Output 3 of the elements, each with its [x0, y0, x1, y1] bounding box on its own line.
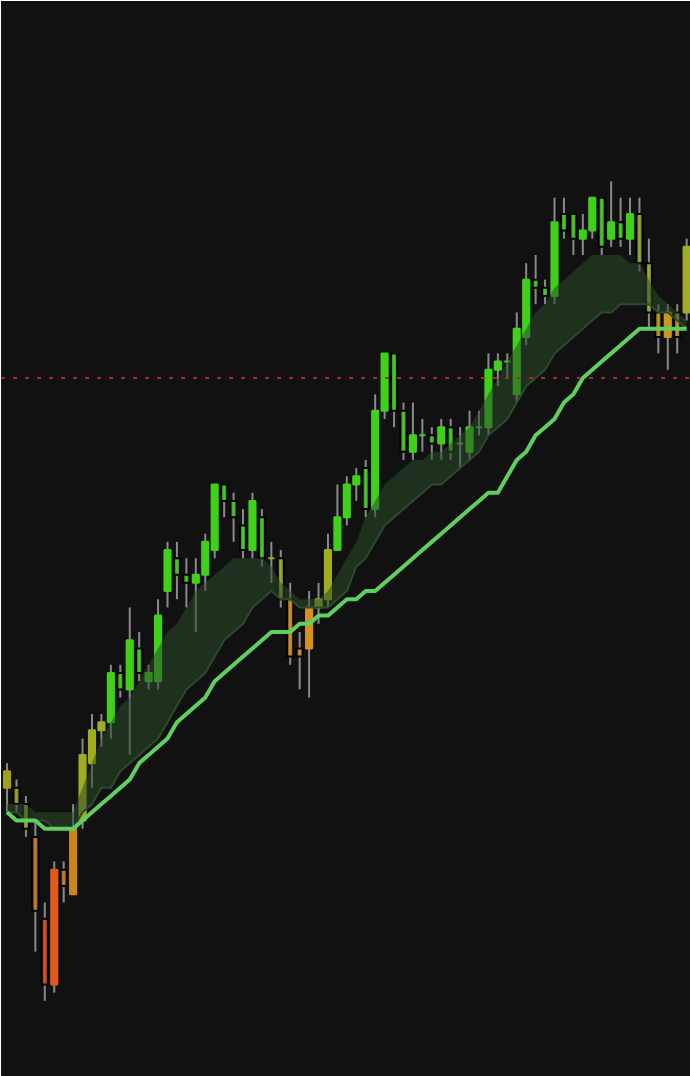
- candlestick: [276, 549, 285, 609]
- candlestick: [625, 196, 635, 257]
- candlestick: [465, 409, 474, 461]
